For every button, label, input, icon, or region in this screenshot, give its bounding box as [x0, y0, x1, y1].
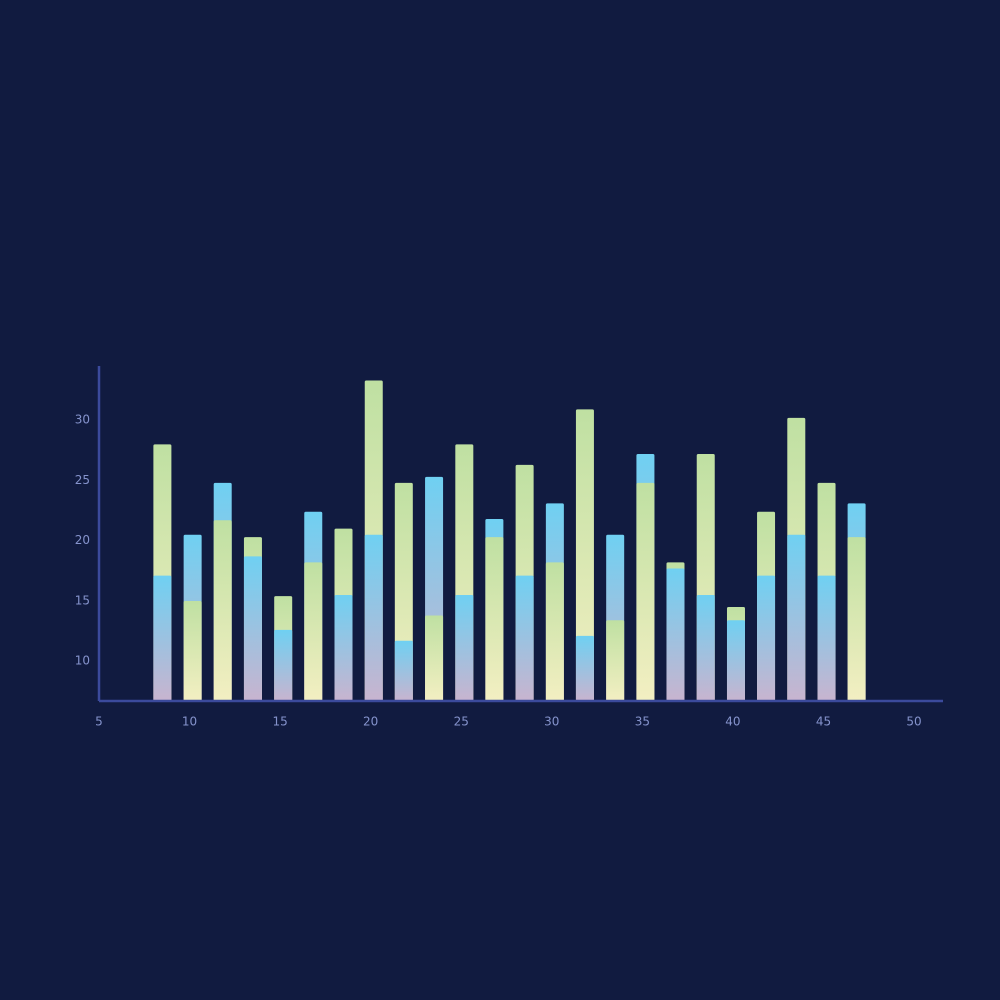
bar	[696, 594, 715, 701]
bar	[636, 482, 655, 701]
bar	[606, 620, 625, 701]
bar	[455, 594, 474, 701]
bar	[666, 568, 685, 701]
bar	[726, 620, 745, 701]
bar	[364, 534, 383, 701]
y-tick-label: 10	[75, 654, 90, 668]
x-tick-label: 25	[454, 715, 469, 729]
x-tick-label: 20	[363, 715, 378, 729]
y-tick-label: 25	[75, 473, 90, 487]
bar	[575, 409, 594, 701]
y-tick-label: 15	[75, 593, 90, 607]
bar	[304, 562, 323, 701]
bar	[425, 615, 444, 701]
bar	[274, 629, 293, 701]
bar	[575, 635, 594, 701]
y-tick-label: 20	[75, 533, 90, 547]
bar	[334, 594, 353, 701]
x-tick-label: 45	[816, 715, 831, 729]
bar	[183, 600, 202, 701]
bar	[394, 640, 413, 701]
bar	[545, 562, 564, 701]
y-tick-label: 30	[75, 413, 90, 427]
bar	[817, 575, 836, 701]
bar	[213, 520, 232, 701]
x-tick-label: 40	[725, 715, 740, 729]
bar	[847, 537, 866, 701]
x-tick-label: 5	[95, 715, 103, 729]
bar	[515, 575, 534, 701]
x-tick-label: 50	[906, 715, 921, 729]
x-tick-label: 35	[635, 715, 650, 729]
bar	[485, 537, 504, 701]
x-tick-label: 15	[272, 715, 287, 729]
bars	[153, 380, 866, 701]
bar	[757, 575, 776, 701]
x-tick-label: 10	[182, 715, 197, 729]
bar	[787, 534, 806, 701]
x-tick-label: 30	[544, 715, 559, 729]
bar	[153, 575, 172, 701]
bar	[243, 556, 262, 701]
